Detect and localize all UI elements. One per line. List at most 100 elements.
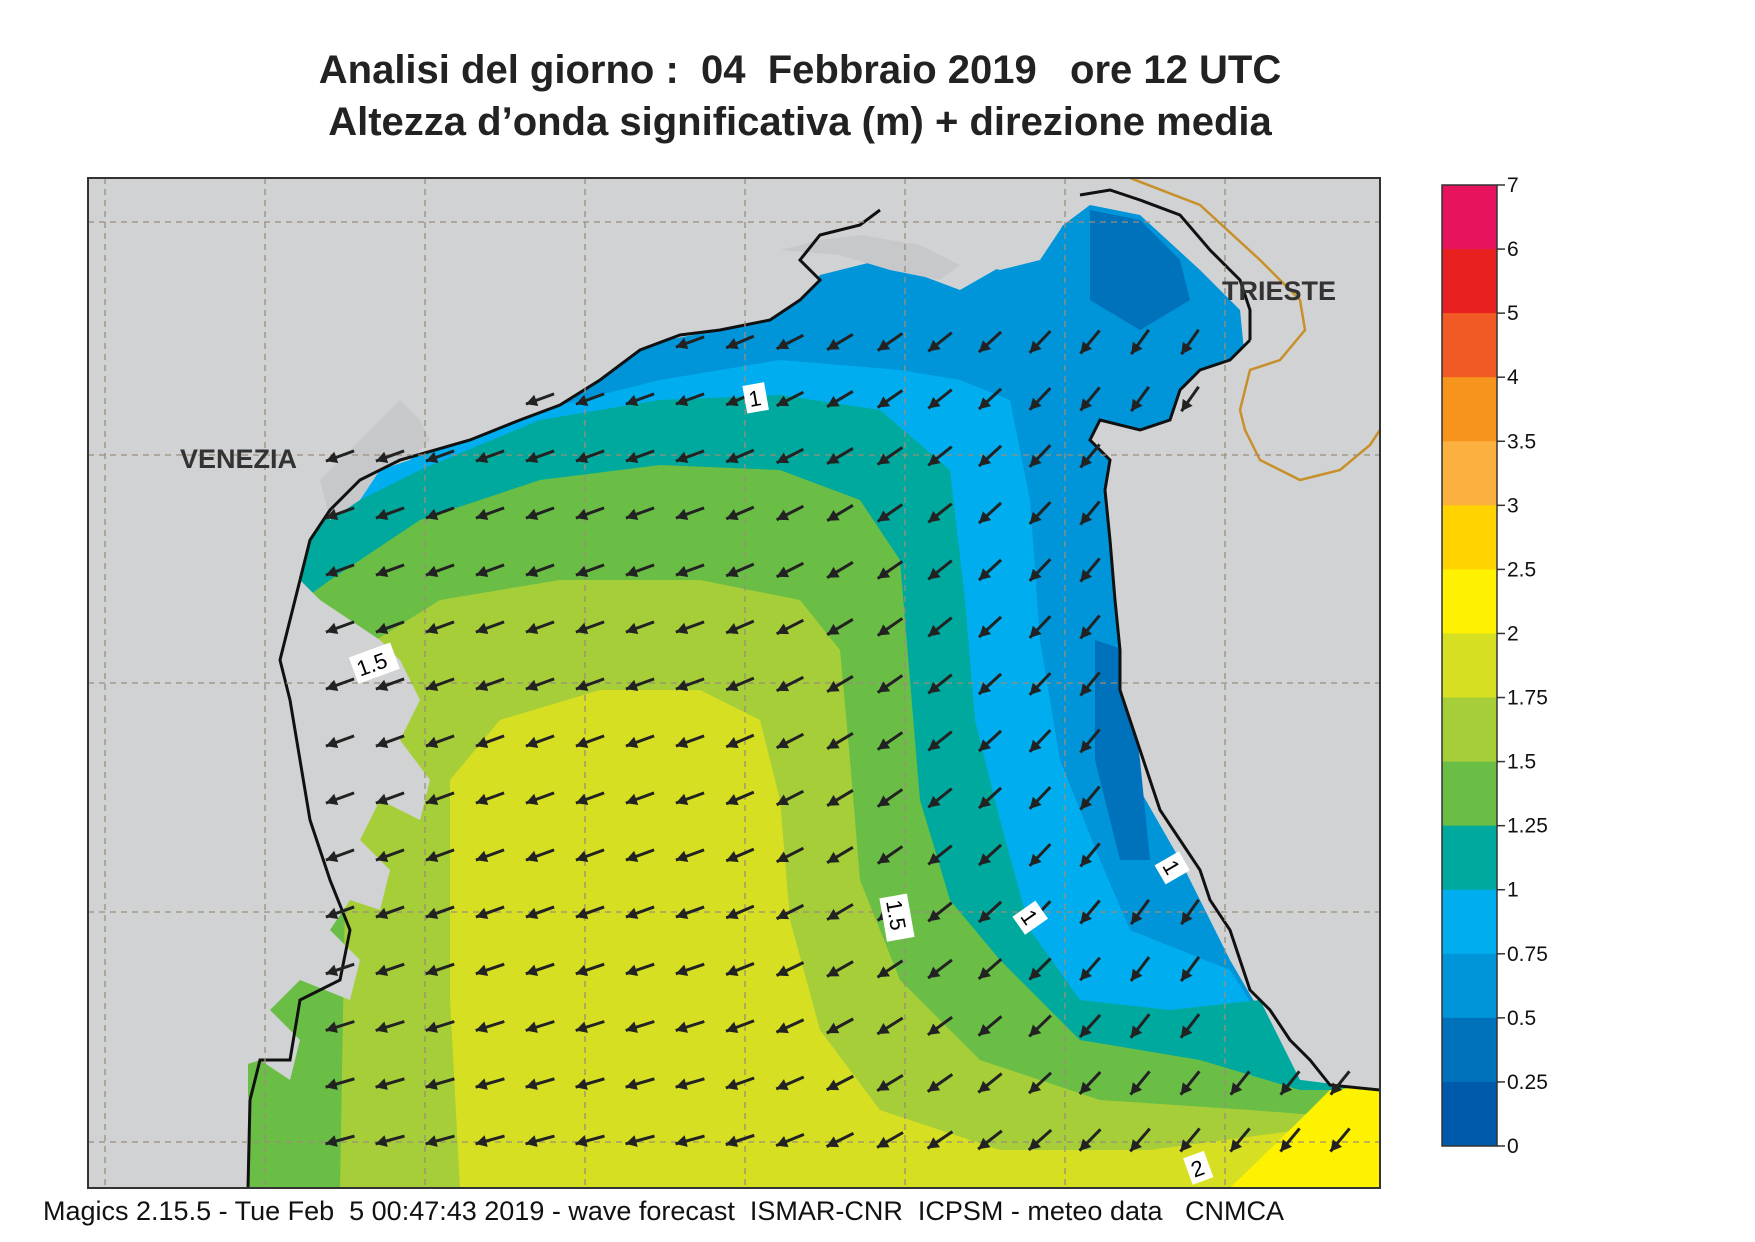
direction-arrow-head — [525, 565, 539, 578]
direction-arrow-head — [1080, 569, 1093, 582]
direction-arrow-head — [928, 510, 941, 523]
direction-arrow-head — [827, 908, 840, 920]
direction-arrow-head — [827, 509, 840, 521]
direction-arrow-head — [525, 622, 539, 635]
legend-swatch — [1442, 1081, 1497, 1147]
direction-arrow-head — [475, 622, 489, 635]
direction-arrow-head — [475, 850, 489, 863]
direction-arrow-head — [1080, 740, 1093, 753]
direction-arrow-head — [978, 511, 992, 524]
direction-arrow-head — [1181, 911, 1193, 925]
direction-arrow-head — [675, 622, 689, 635]
direction-arrow-head — [776, 566, 790, 578]
direction-arrow-head — [1079, 1024, 1092, 1038]
direction-arrow-head — [726, 338, 739, 350]
direction-arrow-head — [725, 1078, 739, 1090]
direction-arrow-head — [776, 737, 790, 749]
legend-tick-label: 2.5 — [1507, 558, 1536, 581]
wave-direction-arrows — [325, 328, 1351, 1153]
contour-labels: 1 1.5 1.5 1 1 2 — [348, 382, 1214, 1185]
direction-arrow-head — [1029, 511, 1042, 524]
direction-arrow-head — [425, 1021, 438, 1033]
direction-arrow-head — [575, 508, 589, 521]
direction-arrow-head — [978, 796, 992, 809]
direction-arrow-head — [675, 394, 689, 407]
legend-tick-label: 2 — [1507, 622, 1519, 645]
direction-arrow-head — [625, 850, 639, 863]
direction-arrow-head — [325, 451, 339, 464]
legend-swatch — [1442, 697, 1497, 763]
legend-swatch — [1442, 825, 1497, 891]
legend-tick-label: 1.5 — [1507, 751, 1536, 774]
direction-arrow-head — [776, 794, 790, 806]
direction-arrow-head — [726, 680, 739, 692]
direction-arrow-head — [726, 737, 739, 749]
legend-swatch — [1442, 889, 1497, 955]
direction-arrow-head — [827, 680, 840, 692]
direction-arrow-head — [1029, 340, 1042, 353]
direction-arrow-head — [927, 1137, 941, 1149]
direction-arrow-head — [978, 568, 992, 581]
direction-arrow-head — [725, 1021, 739, 1034]
direction-arrow-head — [525, 850, 539, 863]
direction-arrow-head — [1028, 1081, 1042, 1094]
direction-arrow-head — [425, 793, 439, 806]
direction-arrow-head — [625, 451, 639, 464]
legend-tick-label: 4 — [1507, 366, 1519, 389]
direction-arrow-head — [425, 565, 439, 578]
city-label-trieste: TRIESTE — [1222, 276, 1336, 306]
direction-arrow-head — [575, 679, 589, 692]
land-west-north — [88, 178, 1150, 1188]
direction-arrow-head — [1130, 1025, 1143, 1038]
direction-arrow-head — [978, 853, 992, 866]
direction-arrow-head — [1131, 911, 1143, 925]
direction-arrow-head — [525, 394, 539, 407]
direction-arrow-head — [978, 340, 992, 353]
direction-arrow-head — [978, 625, 992, 638]
direction-arrow-head — [375, 622, 389, 635]
direction-arrow-head — [1080, 626, 1093, 639]
direction-arrow-head — [827, 566, 840, 578]
direction-arrow-head — [375, 964, 389, 976]
direction-arrow-head — [525, 451, 539, 464]
footer-credits: Magics 2.15.5 - Tue Feb 5 00:47:43 2019 … — [43, 1196, 1284, 1226]
direction-arrow-head — [325, 565, 339, 578]
direction-arrow-head — [826, 1079, 840, 1091]
direction-arrow-head — [1079, 1138, 1092, 1151]
direction-arrow-head — [877, 795, 891, 807]
direction-arrow-head — [425, 964, 439, 976]
direction-arrow-head — [1080, 341, 1093, 354]
direction-arrow-head — [1130, 1082, 1143, 1095]
direction-arrow-head — [475, 1078, 488, 1090]
direction-arrow-head — [475, 736, 489, 749]
direction-arrow-head — [928, 453, 941, 466]
direction-arrow-head — [325, 736, 339, 749]
direction-arrow-head — [625, 964, 639, 976]
direction-arrow-head — [877, 1079, 890, 1091]
direction-arrow-head — [877, 510, 891, 522]
direction-arrow-head — [325, 679, 339, 692]
direction-arrow-head — [776, 965, 789, 977]
legend-swatch — [1442, 441, 1497, 506]
direction-arrow-head — [726, 794, 739, 806]
direction-arrow-head — [325, 622, 339, 635]
state-border — [1129, 178, 1380, 482]
direction-arrow-head — [325, 850, 339, 863]
direction-arrow-head — [375, 850, 389, 863]
legend-swatch — [1442, 249, 1497, 314]
direction-arrow-head — [1080, 968, 1092, 981]
direction-arrow-head — [375, 793, 389, 806]
direction-arrow-head — [325, 907, 339, 919]
direction-arrow-head — [675, 850, 689, 863]
direction-arrow-head — [726, 509, 739, 521]
lat-lon-grid — [88, 178, 1380, 1188]
direction-arrow-head — [475, 793, 489, 806]
direction-arrow-head — [325, 508, 339, 521]
direction-arrow-head — [675, 508, 689, 521]
map-title-line-1: Analisi del giorno : 04 Febbraio 2019 or… — [318, 48, 1282, 92]
direction-arrow-head — [776, 1022, 789, 1034]
direction-arrow-head — [1029, 967, 1042, 980]
direction-arrow-head — [928, 396, 941, 409]
legend-tick-label: 0.25 — [1507, 1071, 1548, 1094]
